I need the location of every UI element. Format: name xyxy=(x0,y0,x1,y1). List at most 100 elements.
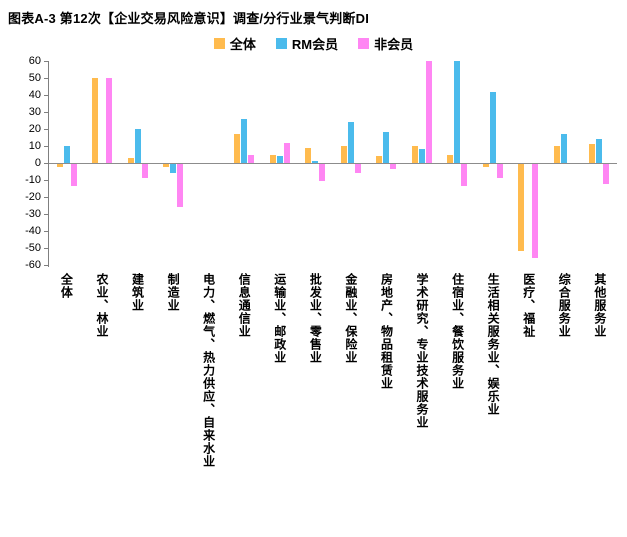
x-axis-label-slot: 房地产、物品租赁业 xyxy=(368,273,404,533)
y-tick-label: 0 xyxy=(34,157,41,169)
bar-RM会员-14 xyxy=(560,134,567,163)
x-axis-label: 综合服务业 xyxy=(557,273,572,338)
x-axis-label: 房地产、物品租赁业 xyxy=(379,273,394,390)
y-tick-label: -10 xyxy=(25,174,41,186)
bar-非会员-9 xyxy=(390,164,397,170)
y-tick-label: 10 xyxy=(28,140,41,152)
x-axis-label-slot: 批发业、零售业 xyxy=(297,273,333,533)
bar-RM会员-11 xyxy=(454,61,461,163)
bar-非会员-7 xyxy=(319,164,326,181)
y-tick-label: -20 xyxy=(25,191,41,203)
x-axis-label: 建筑业 xyxy=(130,273,145,312)
bar-全体-6 xyxy=(269,154,276,163)
y-tick-label: 60 xyxy=(28,55,41,67)
bar-非会员-5 xyxy=(248,154,255,163)
y-tick-label: -60 xyxy=(25,259,41,271)
x-axis-label-slot: 其他服务业 xyxy=(581,273,617,533)
bar-RM会员-15 xyxy=(596,139,603,163)
legend-item-rm-member: RM会员 xyxy=(275,34,339,53)
x-axis-label: 批发业、零售业 xyxy=(308,273,323,364)
x-axis-label: 运输业、邮政业 xyxy=(272,273,287,364)
x-axis-label: 信息通信业 xyxy=(237,273,252,338)
y-tick-label: 20 xyxy=(28,123,41,135)
bar-非会员-11 xyxy=(461,164,468,187)
x-axis-label-slot: 学术研究、专业技术服务业 xyxy=(404,273,440,533)
y-tick xyxy=(44,78,48,79)
bar-RM会员-12 xyxy=(489,91,496,163)
bar-非会员-12 xyxy=(496,164,503,178)
x-axis-label-slot: 全体 xyxy=(48,273,84,533)
x-axis-label: 其他服务业 xyxy=(592,273,607,338)
y-axis: 60 50 40 30 20 10 0 -10 -20 -30 -40 -50 -60 xyxy=(0,55,48,271)
y-tick-label: -30 xyxy=(25,208,41,220)
bar-全体-12 xyxy=(482,164,489,168)
x-axis-label: 金融业、保险业 xyxy=(343,273,358,364)
y-tick-label: -50 xyxy=(25,242,41,254)
bar-全体-15 xyxy=(589,144,596,163)
y-tick xyxy=(44,95,48,96)
bar-全体-14 xyxy=(553,146,560,163)
bar-非会员-3 xyxy=(177,164,184,207)
plot-area xyxy=(48,61,617,267)
x-axis-label-slot: 综合服务业 xyxy=(546,273,582,533)
bar-全体-1 xyxy=(92,78,99,163)
x-axis-label: 住宿业、餐饮服务业 xyxy=(450,273,465,390)
y-tick xyxy=(44,231,48,232)
y-tick-label: 30 xyxy=(28,106,41,118)
x-axis-label: 全体 xyxy=(59,273,74,299)
bar-全体-9 xyxy=(376,156,383,163)
y-tick xyxy=(44,112,48,113)
x-axis-label: 医疗、福祉 xyxy=(521,273,536,338)
bar-RM会员-10 xyxy=(418,149,425,163)
x-axis-label: 制造业 xyxy=(166,273,181,312)
x-axis-label: 生活相关服务业、娱乐业 xyxy=(486,273,501,416)
legend-label-overall: 全体 xyxy=(229,36,256,52)
y-tick xyxy=(44,248,48,249)
bar-全体-5 xyxy=(234,134,241,163)
bar-非会员-13 xyxy=(532,164,539,258)
x-axis-label-slot: 建筑业 xyxy=(119,273,155,533)
bar-非会员-2 xyxy=(141,164,148,178)
y-tick xyxy=(44,214,48,215)
legend-item-overall: 全体 xyxy=(213,34,256,53)
bar-RM会员-5 xyxy=(241,118,248,163)
bar-chart: 60 50 40 30 20 10 0 -10 -20 -30 -40 -50 -60 xyxy=(0,55,627,271)
bar-RM会员-0 xyxy=(63,146,70,163)
chart-title: 图表A-3 第12次【企业交易风险意识】调查/分行业景气判断DI xyxy=(8,11,370,26)
bar-非会员-10 xyxy=(425,61,432,163)
zero-axis-line xyxy=(49,163,617,164)
bar-RM会员-3 xyxy=(170,164,177,173)
bar-全体-2 xyxy=(127,157,134,163)
bar-全体-11 xyxy=(447,154,454,163)
x-axis-label-slot: 制造业 xyxy=(155,273,191,533)
bar-全体-0 xyxy=(56,164,63,168)
x-axis-label-slot: 运输业、邮政业 xyxy=(261,273,297,533)
x-axis-label-slot: 信息通信业 xyxy=(226,273,262,533)
legend-swatch-non-member xyxy=(358,37,370,49)
legend-swatch-overall xyxy=(213,37,225,49)
bar-非会员-15 xyxy=(603,164,610,185)
legend-label-rm-member: RM会员 xyxy=(291,36,339,52)
bar-非会员-1 xyxy=(106,78,113,163)
legend-swatch-rm-member xyxy=(275,37,287,49)
x-axis-label-slot: 电力、燃气、热力供应、自来水业 xyxy=(190,273,226,533)
x-axis-label: 电力、燃气、热力供应、自来水业 xyxy=(201,273,216,468)
legend: 全体 RM会员 非会员 xyxy=(0,33,627,53)
bar-RM会员-7 xyxy=(312,161,319,163)
x-axis-label-slot: 生活相关服务业、娱乐业 xyxy=(475,273,511,533)
bar-全体-3 xyxy=(163,164,170,168)
x-axis-label: 学术研究、专业技术服务业 xyxy=(415,273,429,429)
y-tick xyxy=(44,197,48,198)
legend-item-non-member: 非会员 xyxy=(358,34,413,53)
y-tick xyxy=(44,265,48,266)
bar-RM会员-6 xyxy=(276,156,283,163)
x-axis-label: 农业、林业 xyxy=(94,273,109,338)
x-axis-label-slot: 医疗、福祉 xyxy=(510,273,546,533)
legend-label-non-member: 非会员 xyxy=(374,36,414,52)
bar-全体-8 xyxy=(340,146,347,163)
bar-全体-13 xyxy=(518,164,525,251)
y-tick-label: 50 xyxy=(28,72,41,84)
y-tick-label: -40 xyxy=(25,225,41,237)
y-tick xyxy=(44,129,48,130)
